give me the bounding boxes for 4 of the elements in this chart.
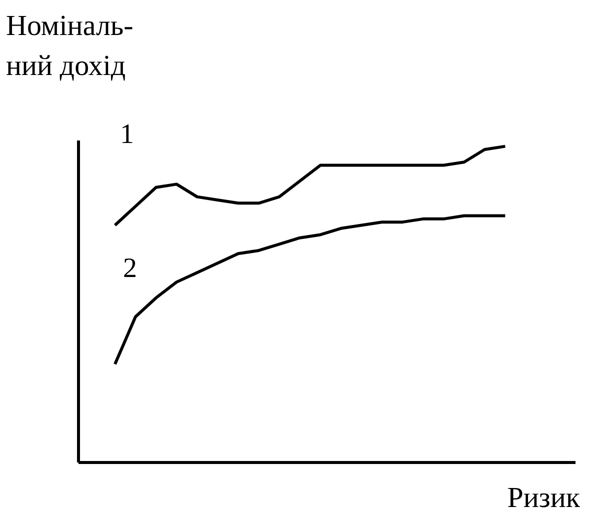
series-label: 1 [120, 119, 134, 150]
series-label: 2 [122, 253, 137, 284]
y-axis-title: Номіналь- ний дохід [6, 10, 134, 82]
x-axis-title: Ризик [507, 482, 581, 514]
